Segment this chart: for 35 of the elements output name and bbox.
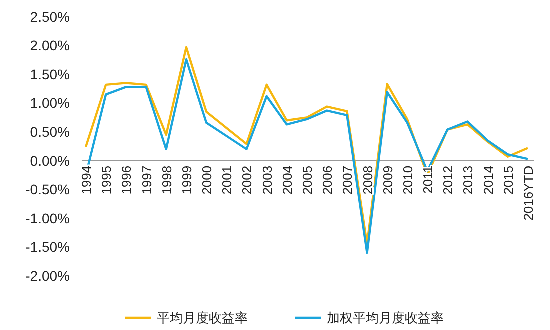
y-tick-label: -1.00% xyxy=(26,210,70,226)
x-tick-label: 2013 xyxy=(460,166,476,195)
x-tick-label: 2000 xyxy=(200,166,215,195)
x-tick-label: 2007 xyxy=(340,166,356,195)
y-tick-label: 0.00% xyxy=(30,152,70,169)
legend-label: 平均月度收益率 xyxy=(157,310,248,326)
x-tick-label: 2010 xyxy=(400,166,416,195)
x-tick-label: 2003 xyxy=(260,166,275,195)
y-tick-label: 2.00% xyxy=(30,38,70,54)
y-tick-label: -2.00% xyxy=(26,268,70,284)
x-tick-label: 1994 xyxy=(79,166,94,195)
x-tick-label: 1999 xyxy=(179,166,194,195)
x-tick-label: 2011 xyxy=(420,166,436,194)
x-tick-label: 2015 xyxy=(500,166,516,195)
y-tick-label: 0.50% xyxy=(30,124,70,140)
x-tick-label: 2005 xyxy=(300,166,315,195)
x-tick-label: 1998 xyxy=(159,166,174,195)
x-tick-label: 1997 xyxy=(139,166,154,195)
x-tick-label: 2014 xyxy=(480,166,496,195)
y-tick-label: 2.50% xyxy=(30,8,70,25)
x-tick-label: 2004 xyxy=(280,166,295,195)
x-tick-label: 2016YTD xyxy=(521,166,536,221)
x-tick-label: 2012 xyxy=(440,166,456,195)
legend-label: 加权平均月度收益率 xyxy=(327,310,444,326)
x-tick-label: 1995 xyxy=(99,166,114,195)
x-tick-label: 2008 xyxy=(360,166,376,195)
x-tick-label: 2002 xyxy=(240,166,255,195)
x-tick-label: 2009 xyxy=(380,166,396,195)
y-tick-label: -0.50% xyxy=(26,182,70,198)
y-tick-label: 1.50% xyxy=(30,66,70,82)
x-tick-label: 2001 xyxy=(220,166,235,195)
y-tick-label: 1.00% xyxy=(30,95,70,112)
y-tick-label: -1.50% xyxy=(26,239,70,256)
x-tick-label: 1996 xyxy=(119,166,134,195)
x-tick-label: 2006 xyxy=(320,166,336,195)
